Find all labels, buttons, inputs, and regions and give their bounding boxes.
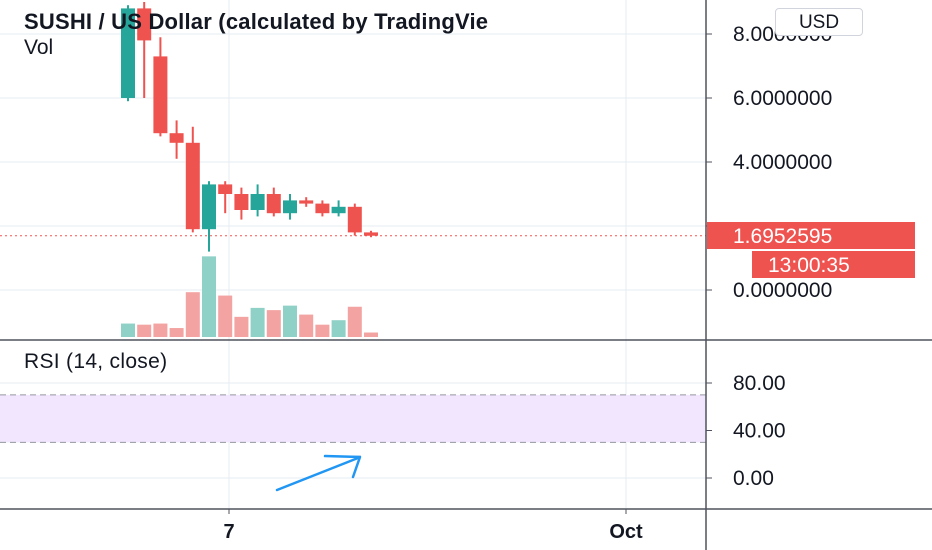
candle-body	[137, 8, 152, 41]
volume-bar	[283, 305, 297, 337]
rsi-tick-label: 0.00	[733, 467, 774, 490]
countdown-value: 13:00:35	[768, 254, 850, 277]
candle-body	[218, 184, 233, 194]
rsi-tick-label: 40.00	[733, 420, 786, 443]
annotation-arrow	[275, 456, 360, 492]
volume-bar	[331, 320, 346, 337]
candle-body	[364, 232, 378, 236]
volume-bar	[299, 314, 314, 337]
chart-title: SUSHI / US Dollar (calculated by Trading…	[24, 9, 489, 34]
last-price-value: 1.6952595	[733, 225, 832, 248]
rsi-tick-label: 80.00	[733, 372, 786, 395]
price-tick-label: 6.0000000	[733, 87, 832, 110]
rsi-band	[0, 394, 706, 443]
candle-body	[185, 142, 200, 230]
volume-bar	[234, 316, 249, 337]
volume-bar	[185, 292, 200, 337]
candle-body	[250, 194, 265, 210]
volume-label: Vol	[24, 36, 54, 59]
price-tick-label: 4.0000000	[733, 151, 832, 174]
volume-bar	[266, 310, 281, 337]
candle-body	[121, 8, 135, 98]
candle-body	[331, 206, 346, 214]
candle-body	[315, 203, 330, 214]
volume-bar	[169, 328, 184, 337]
time-tick-label: Oct	[609, 521, 643, 543]
time-tick-label: 7	[223, 521, 234, 543]
volume-bar	[153, 323, 168, 337]
candle-body	[266, 194, 281, 214]
candle-body	[234, 194, 249, 210]
volume-bar	[347, 306, 362, 337]
candle-body	[169, 133, 184, 143]
candle-body	[283, 200, 297, 214]
last-price-badge	[707, 222, 915, 249]
volume-bar	[202, 256, 216, 337]
rsi-label: RSI (14, close)	[24, 350, 168, 373]
volume-bar	[218, 295, 233, 337]
volume-bar	[121, 323, 135, 337]
currency-button[interactable]: USD	[775, 8, 863, 36]
volume-bar	[364, 332, 378, 337]
price-tick-label: 0.0000000	[733, 279, 832, 302]
candle-body	[299, 200, 314, 204]
candle-body	[347, 206, 362, 233]
candle-body	[202, 184, 216, 230]
volume-bar	[137, 324, 152, 337]
annotation-arrowhead	[323, 454, 362, 479]
volume-bar	[315, 324, 330, 337]
candle-body	[153, 56, 168, 134]
countdown-badge	[752, 251, 915, 278]
volume-bar	[250, 307, 265, 337]
